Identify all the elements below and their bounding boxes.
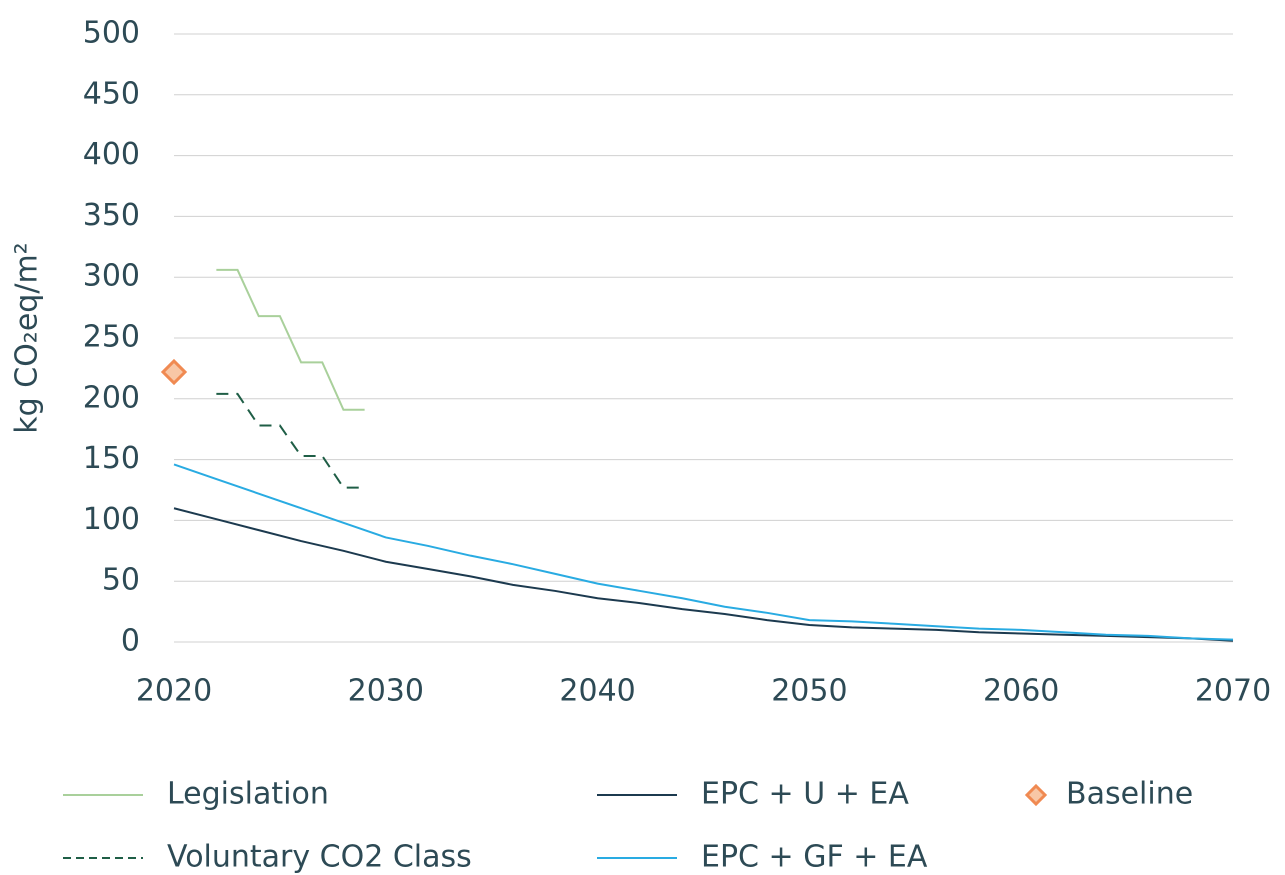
y-tick-label: 50 bbox=[102, 563, 140, 598]
x-tick-label: 2070 bbox=[1195, 674, 1271, 709]
y-tick-label: 450 bbox=[83, 76, 140, 111]
series-line bbox=[216, 392, 365, 489]
legend-label: EPC + U + EA bbox=[701, 777, 909, 812]
series-line bbox=[216, 268, 365, 411]
series-line bbox=[173, 507, 1234, 642]
series-line bbox=[173, 463, 1234, 641]
y-tick-label: 500 bbox=[83, 16, 140, 51]
x-tick-label: 2060 bbox=[983, 674, 1059, 709]
x-tick-label: 2040 bbox=[559, 674, 635, 709]
x-tick-label: 2020 bbox=[136, 674, 212, 709]
y-tick-label: 0 bbox=[121, 624, 140, 659]
y-tick-label: 250 bbox=[83, 320, 140, 355]
y-tick-label: 150 bbox=[83, 441, 140, 476]
legend-label: Baseline bbox=[1066, 777, 1193, 812]
x-tick-label: 2050 bbox=[771, 674, 847, 709]
baseline-marker bbox=[160, 358, 188, 386]
y-tick-label: 400 bbox=[83, 137, 140, 172]
y-tick-label: 100 bbox=[83, 502, 140, 537]
legend-marker bbox=[1024, 783, 1048, 807]
legend-label: Voluntary CO2 Class bbox=[167, 840, 472, 875]
y-tick-label: 200 bbox=[83, 380, 140, 415]
legend-label: Legislation bbox=[167, 777, 329, 812]
y-tick-label: 350 bbox=[83, 198, 140, 233]
legend-label: EPC + GF + EA bbox=[701, 840, 928, 875]
y-axis-label: kg CO₂eq/m² bbox=[10, 242, 45, 433]
x-tick-label: 2030 bbox=[348, 674, 424, 709]
y-tick-label: 300 bbox=[83, 259, 140, 294]
